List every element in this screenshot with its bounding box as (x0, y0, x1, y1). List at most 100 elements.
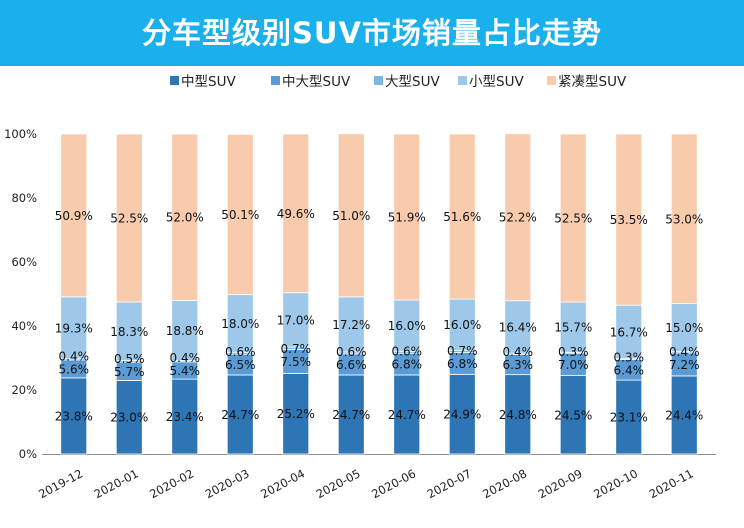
bar-segment (670, 303, 698, 353)
x-tick-label: 2020-07 (425, 466, 474, 501)
legend-swatch (374, 76, 383, 85)
data-label: 23.1% (610, 411, 648, 425)
bar-segment (504, 300, 532, 354)
data-label: 50.1% (221, 208, 259, 222)
data-label: 6.3% (503, 358, 534, 372)
data-label: 0.4% (59, 349, 90, 363)
data-label: 5.4% (170, 364, 201, 378)
data-label: 0.4% (170, 351, 201, 365)
x-tick-label: 2020-08 (480, 466, 529, 501)
y-tick-label: 80% (11, 191, 37, 205)
data-label: 52.5% (554, 212, 592, 226)
data-label: 17.0% (277, 313, 315, 327)
page-title: 分车型级别SUV市场销量占比走势 (142, 16, 602, 50)
bar-segment (60, 296, 88, 360)
data-label: 24.7% (332, 408, 370, 422)
data-label: 52.5% (110, 212, 148, 226)
legend-label: 紧凑型SUV (558, 73, 627, 90)
data-label: 7.5% (281, 355, 312, 369)
legend-label: 大型SUV (385, 74, 440, 90)
data-label: 53.5% (610, 213, 648, 227)
bar-segment (448, 298, 476, 351)
x-tick-label: 2020-01 (92, 466, 141, 501)
bar-segment (115, 301, 143, 361)
bar-segment (448, 373, 476, 455)
data-label: 0.4% (503, 345, 534, 359)
data-label: 16.0% (443, 318, 481, 332)
data-label: 51.0% (332, 209, 370, 223)
data-label: 6.5% (225, 358, 256, 372)
bar-segment (615, 379, 643, 455)
bar-segment (226, 133, 254, 296)
data-label: 0.6% (392, 345, 423, 359)
data-label: 51.9% (388, 211, 426, 225)
bar-segment (337, 133, 365, 298)
data-label: 50.9% (55, 209, 93, 223)
data-label: 18.3% (110, 325, 148, 339)
data-label: 0.5% (114, 352, 145, 366)
data-label: 6.6% (336, 358, 367, 372)
data-label: 24.7% (388, 408, 426, 422)
data-label: 23.8% (55, 409, 93, 423)
legend-swatch (547, 76, 556, 85)
y-tick-label: 0% (19, 447, 37, 461)
data-label: 24.4% (665, 408, 703, 422)
data-label: 16.4% (499, 320, 537, 334)
data-label: 0.6% (336, 345, 367, 359)
x-tick-label: 2020-04 (258, 466, 307, 501)
bar-segment (282, 372, 310, 455)
data-label: 23.4% (166, 410, 204, 424)
bar-segment (393, 299, 421, 352)
legend-swatch (458, 76, 467, 85)
bar-segment (60, 133, 88, 298)
bar-segment (226, 294, 254, 353)
bar-segment (504, 133, 532, 302)
data-label: 18.8% (166, 324, 204, 338)
data-label: 7.2% (669, 358, 700, 372)
bar-segment (559, 301, 587, 353)
data-label: 52.0% (166, 211, 204, 225)
data-label: 53.0% (665, 212, 703, 226)
legend-label: 中大型SUV (282, 74, 351, 90)
bar-segment (670, 375, 698, 455)
bar-segment (115, 133, 143, 303)
data-label: 0.6% (225, 345, 256, 359)
bar-segment (282, 348, 310, 374)
data-label: 24.9% (443, 408, 481, 422)
bar-segment (559, 133, 587, 303)
x-tick-label: 2020-03 (203, 466, 252, 501)
data-label: 6.8% (447, 357, 478, 371)
bar-segment (615, 133, 643, 306)
bar-segment (282, 133, 310, 294)
data-label: 0.7% (281, 342, 312, 356)
bar-segment (226, 374, 254, 455)
bar-segment (670, 133, 698, 305)
y-tick-label: 20% (11, 383, 37, 397)
data-label: 0.3% (614, 350, 645, 364)
bar-segment (282, 292, 310, 348)
data-label: 18.0% (221, 317, 259, 331)
data-label: 6.8% (392, 358, 423, 372)
data-labels: 23.8%5.6%0.4%19.3%50.9%23.0%5.7%0.5%18.3… (55, 207, 704, 425)
data-label: 5.7% (114, 365, 145, 379)
bar-segment (504, 374, 532, 455)
legend: 中型SUV 中大型SUV 大型SUV 小型SUV 紧凑型SUV (170, 73, 627, 90)
x-tick-label: 2020-10 (591, 466, 640, 501)
bar-segment (448, 133, 476, 300)
x-tick-label: 2020-11 (647, 466, 696, 501)
data-label: 24.7% (221, 408, 259, 422)
data-label: 7.0% (558, 358, 589, 372)
data-label: 24.5% (554, 408, 592, 422)
data-label: 0.3% (558, 345, 589, 359)
data-label: 0.7% (447, 344, 478, 358)
x-tick-label: 2020-02 (147, 466, 196, 501)
data-label: 19.3% (55, 321, 93, 335)
stacked-bar-chart: 中型SUV 中大型SUV 大型SUV 小型SUV 紧凑型SUV 0% 20% 40% 60% 8… (4, 73, 716, 501)
data-label: 49.6% (277, 207, 315, 221)
x-tick-label: 2020-06 (369, 466, 418, 501)
title-banner (0, 0, 744, 66)
data-label: 6.4% (614, 363, 645, 377)
legend-label: 中型SUV (181, 74, 236, 90)
data-label: 24.8% (499, 408, 537, 422)
y-tick-label: 60% (11, 255, 37, 269)
